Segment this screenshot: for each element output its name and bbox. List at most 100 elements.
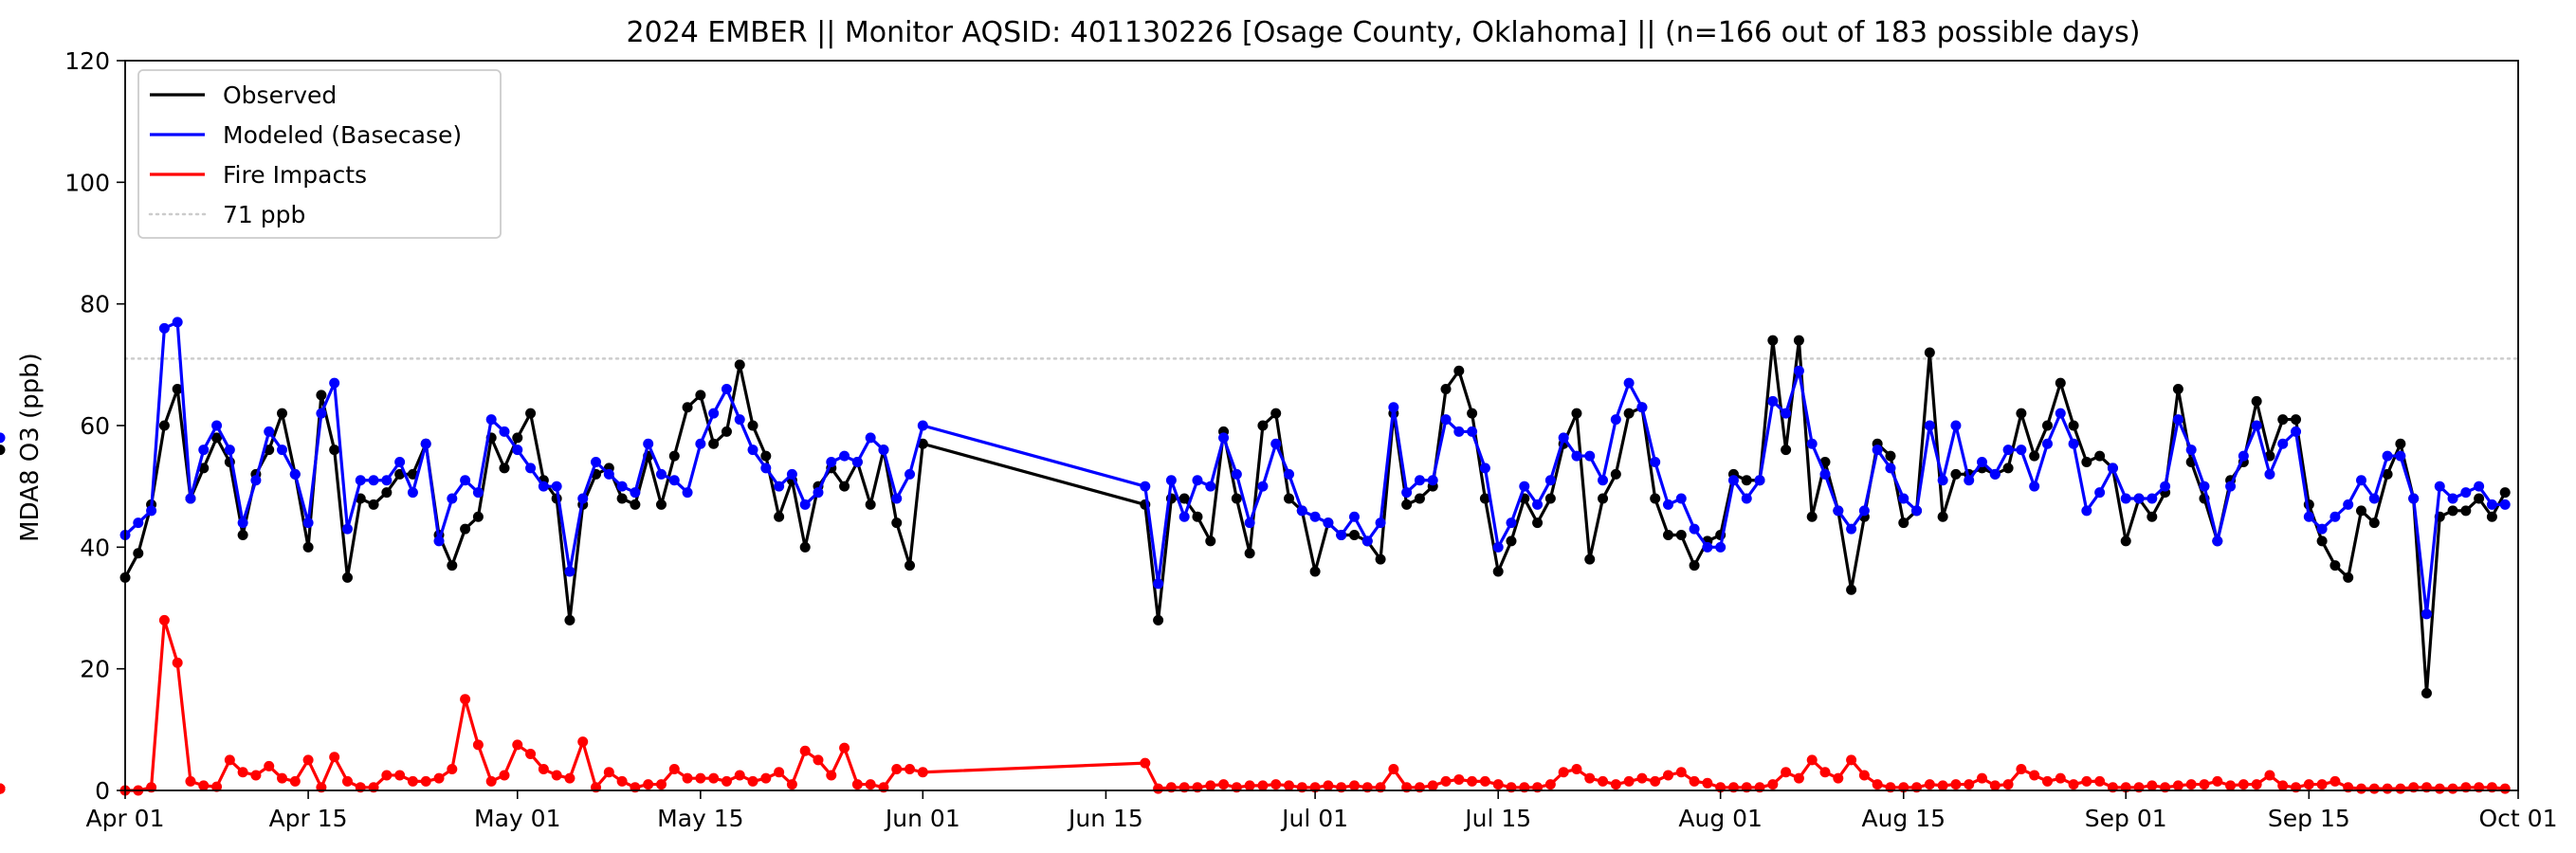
data-point-modeled-basecase: [1858, 505, 1870, 517]
data-point-fire-impacts: [420, 775, 431, 787]
data-point-observed: [1414, 493, 1425, 504]
data-point-observed: [198, 463, 210, 474]
data-point-observed: [1284, 493, 1295, 504]
data-point-modeled-basecase: [786, 468, 797, 480]
data-point-modeled-basecase: [695, 438, 706, 449]
data-point-observed: [447, 560, 458, 572]
data-point-observed: [2120, 535, 2131, 547]
data-point-fire-impacts: [643, 779, 654, 790]
data-point-modeled-basecase: [237, 517, 248, 529]
data-point-observed: [655, 499, 667, 510]
data-point-fire-impacts: [2225, 780, 2237, 791]
data-point-modeled-basecase: [1467, 426, 1478, 437]
data-point-fire-impacts: [472, 739, 484, 751]
x-tick-label: Aug 15: [1861, 805, 1946, 832]
data-point-modeled-basecase: [2199, 481, 2210, 492]
data-point-fire-impacts: [289, 775, 301, 787]
data-point-modeled-basecase: [1584, 450, 1596, 462]
data-point-fire-impacts: [2212, 775, 2223, 787]
data-point-observed: [2395, 438, 2406, 449]
data-point-observed: [1479, 493, 1490, 504]
data-point-modeled-basecase: [2094, 487, 2106, 499]
data-point-fire-impacts: [1453, 773, 1465, 785]
legend-label-71-ppb: 71 ppb: [223, 201, 305, 228]
data-point-observed: [1584, 554, 1596, 565]
data-point-fire-impacts: [264, 760, 275, 771]
data-point-modeled-basecase: [460, 475, 471, 486]
data-point-modeled-basecase: [2382, 450, 2393, 462]
data-point-modeled-basecase: [1558, 432, 1569, 444]
data-point-modeled-basecase: [630, 487, 641, 499]
data-point-observed: [1689, 560, 1700, 572]
data-point-modeled-basecase: [839, 450, 850, 462]
data-point-modeled-basecase: [2172, 414, 2183, 426]
data-point-fire-impacts: [433, 772, 445, 784]
data-point-fire-impacts: [786, 779, 797, 790]
data-point-modeled-basecase: [420, 438, 431, 449]
data-point-modeled-basecase: [1270, 438, 1282, 449]
data-point-observed: [760, 450, 772, 462]
data-point-fire-impacts: [525, 749, 537, 759]
data-point-fire-impacts: [1584, 772, 1596, 784]
data-point-modeled-basecase: [2160, 481, 2171, 492]
data-point-observed: [2016, 408, 2027, 419]
data-point-modeled-basecase: [250, 475, 262, 486]
data-point-fire-impacts: [2316, 779, 2328, 790]
data-point-observed: [1741, 475, 1752, 486]
data-point-fire-impacts: [1388, 764, 1399, 775]
data-point-observed: [368, 499, 379, 510]
data-point-fire-impacts: [2172, 780, 2183, 791]
data-point-modeled-basecase: [1675, 493, 1687, 504]
data-point-modeled-basecase: [2368, 493, 2380, 504]
data-point-fire-impacts: [2329, 775, 2341, 787]
data-point-modeled-basecase: [1767, 395, 1779, 407]
data-point-fire-impacts: [381, 770, 393, 781]
data-point-fire-impacts: [1427, 780, 1438, 791]
data-point-fire-impacts: [1323, 780, 1334, 791]
data-point-modeled-basecase: [2434, 481, 2445, 492]
data-point-observed: [1257, 420, 1269, 431]
data-point-observed: [381, 487, 393, 499]
data-point-modeled-basecase: [211, 420, 223, 431]
data-point-modeled-basecase: [1309, 511, 1321, 522]
data-point-observed: [1846, 584, 1857, 595]
data-point-modeled-basecase: [2251, 420, 2262, 431]
data-point-modeled-basecase: [185, 493, 196, 504]
data-point-fire-impacts: [1937, 780, 1948, 791]
data-point-fire-impacts: [460, 694, 471, 705]
data-point-modeled-basecase: [1964, 475, 1975, 486]
data-point-observed: [341, 572, 353, 583]
data-point-modeled-basecase: [1819, 468, 1831, 480]
data-point-fire-impacts: [499, 770, 510, 781]
data-point-modeled-basecase: [616, 481, 628, 492]
data-point-modeled-basecase: [1401, 487, 1413, 499]
data-point-fire-impacts: [1650, 775, 1661, 787]
data-point-fire-impacts: [551, 770, 562, 781]
data-point-observed: [2147, 511, 2158, 522]
data-point-modeled-basecase: [774, 481, 785, 492]
data-point-fire-impacts: [185, 775, 196, 787]
data-point-observed: [2002, 463, 2014, 474]
data-point-modeled-basecase: [2016, 445, 2027, 456]
data-point-fire-impacts: [655, 779, 667, 790]
data-point-modeled-basecase: [355, 475, 366, 486]
data-point-fire-impacts: [813, 754, 824, 766]
data-point-fire-impacts: [851, 779, 863, 790]
data-point-modeled-basecase: [2291, 426, 2302, 437]
data-point-modeled-basecase: [1950, 420, 1962, 431]
data-point-modeled-basecase: [760, 463, 772, 474]
data-point-modeled-basecase: [1636, 402, 1648, 413]
data-point-fire-impacts: [1558, 767, 1569, 778]
data-point-fire-impacts: [1767, 779, 1779, 790]
data-point-observed: [2474, 493, 2485, 504]
data-point-modeled-basecase: [917, 420, 928, 431]
data-point-modeled-basecase: [368, 475, 379, 486]
data-point-observed: [865, 499, 876, 510]
data-point-modeled-basecase: [1323, 517, 1334, 529]
data-point-modeled-basecase: [826, 457, 837, 467]
data-point-modeled-basecase: [0, 432, 6, 444]
data-point-observed: [1231, 493, 1242, 504]
data-point-modeled-basecase: [603, 468, 614, 480]
data-point-observed: [1793, 335, 1804, 346]
data-point-fire-impacts: [2264, 770, 2275, 781]
